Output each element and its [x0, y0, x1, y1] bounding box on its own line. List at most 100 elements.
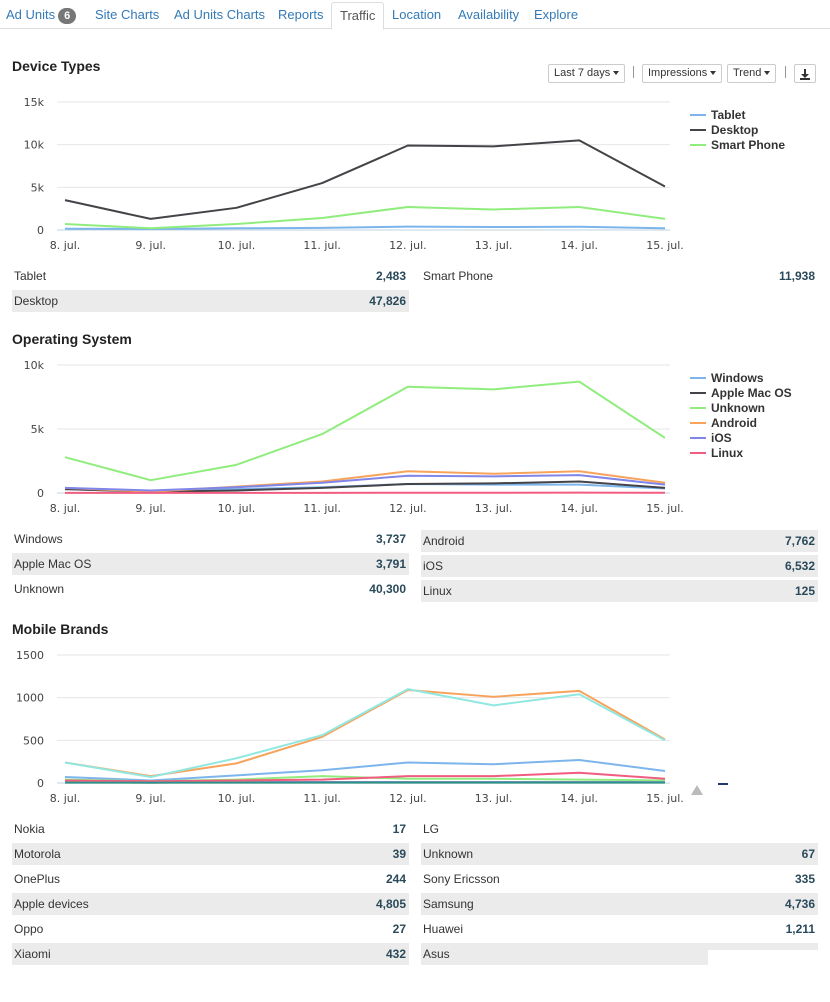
tab-label: Explore	[534, 7, 579, 22]
legend-swatch	[690, 422, 706, 424]
series-line-smart-phone[interactable]	[64, 205, 666, 230]
x-tick-label: 8. jul.	[50, 239, 81, 252]
stat-value: 17	[392, 822, 406, 836]
stat-row: Samsung 4,736	[421, 893, 818, 915]
mode-label: Trend	[733, 67, 762, 79]
tab-label: Ad Units Charts	[174, 7, 266, 22]
series-line-unknown[interactable]	[64, 380, 666, 482]
y-tick-label: 5k	[31, 423, 45, 436]
tab-ad-units[interactable]: Ad Units 6	[6, 7, 77, 24]
stat-name: Sony Ericsson	[423, 872, 500, 886]
x-tick-label: 9. jul.	[135, 239, 166, 252]
stat-value: 39	[392, 847, 406, 861]
x-tick-label: 12. jul.	[389, 502, 427, 515]
legend-swatch	[690, 392, 706, 394]
stat-value: 4,805	[375, 897, 406, 911]
tab-explore[interactable]: Explore	[534, 7, 578, 22]
legend-label: Unknown	[711, 401, 765, 415]
stat-value: 67	[801, 847, 815, 861]
mobile-brands-chart: 0 500 1000 1500 8. jul. 9. jul. 10. jul. 11. ju…	[16, 649, 684, 805]
series-line-apple-devices[interactable]	[64, 688, 666, 778]
tab-label: Availability	[458, 7, 520, 22]
legend-up-arrow-icon	[691, 785, 703, 795]
stat-row: Nokia 17	[12, 818, 409, 840]
x-tick-label: 11. jul.	[303, 239, 341, 252]
x-tick-label: 12. jul.	[389, 792, 427, 805]
period-dropdown[interactable]: Last 7 days	[548, 64, 626, 83]
stat-name: Motorola	[14, 847, 61, 861]
tab-availability[interactable]: Availability	[458, 7, 519, 22]
legend-label: Linux	[711, 446, 743, 460]
series-line-nokia[interactable]	[64, 758, 666, 782]
y-tick-label: 1000	[16, 692, 44, 705]
separator	[633, 66, 634, 78]
tab-ad-units-charts[interactable]: Ad Units Charts	[174, 7, 265, 22]
y-tick-label: 1500	[16, 649, 44, 662]
tab-location[interactable]: Location	[392, 7, 441, 22]
legend-label: Android	[711, 416, 757, 430]
stat-row: Tablet 2,483	[12, 265, 409, 287]
stat-value: 3,791	[375, 557, 406, 571]
stat-row: Apple Mac OS 3,791	[12, 553, 409, 575]
stat-row: LG	[421, 818, 818, 840]
mode-dropdown[interactable]: Trend	[727, 64, 777, 83]
y-tick-label: 0	[37, 487, 44, 500]
stat-name: Android	[423, 534, 465, 548]
stat-name: iOS	[423, 559, 444, 573]
stat-name: Samsung	[423, 897, 474, 911]
stat-row: iOS 6,532	[421, 555, 818, 577]
x-tick-label: 15. jul.	[646, 792, 684, 805]
tab-traffic[interactable]: Traffic	[331, 2, 385, 30]
download-button[interactable]	[794, 64, 816, 83]
series-line-desktop[interactable]	[64, 139, 666, 220]
blank-area	[708, 950, 830, 970]
series-line-tablet[interactable]	[64, 225, 666, 230]
stat-name: Tablet	[14, 269, 47, 283]
stat-value: 335	[794, 872, 815, 886]
x-tick-label: 10. jul.	[218, 502, 256, 515]
stat-name: Xiaomi	[14, 947, 51, 961]
x-tick-label: 8. jul.	[50, 502, 81, 515]
section-title-operating-system: Operating System	[12, 331, 132, 347]
stat-name: Smart Phone	[423, 269, 494, 283]
tab-bar: Ad Units 6 Site Charts Ad Units Charts Re…	[0, 0, 830, 30]
legend-swatch	[690, 452, 706, 454]
separator	[785, 66, 786, 78]
stat-row: Unknown 67	[421, 843, 818, 865]
stat-name: Linux	[423, 584, 452, 598]
stat-value: 125	[794, 584, 815, 598]
series-line-xiaomi[interactable]	[64, 771, 666, 783]
x-tick-label: 15. jul.	[646, 239, 684, 252]
legend-label: Windows	[711, 371, 764, 385]
count-badge: 6	[58, 8, 77, 24]
legend-swatch	[690, 437, 706, 439]
x-tick-label: 13. jul.	[475, 502, 513, 515]
y-tick-label: 5k	[31, 181, 45, 194]
stat-name: Unknown	[14, 582, 65, 596]
stat-name: Oppo	[14, 922, 44, 936]
stat-row: Sony Ericsson 335	[421, 868, 818, 890]
x-tick-label: 9. jul.	[135, 502, 166, 515]
series-line-series[interactable]	[64, 688, 666, 779]
x-tick-label: 10. jul.	[218, 239, 256, 252]
operating-system-chart: 0 5k 10k 8. jul. 9. jul. 10. jul. 11. jul. 12. …	[24, 359, 684, 515]
legend-pager[interactable]	[688, 783, 738, 797]
stat-value: 2,483	[375, 269, 406, 283]
tab-reports[interactable]: Reports	[278, 7, 324, 22]
x-tick-label: 14. jul.	[560, 502, 598, 515]
y-tick-label: 500	[23, 734, 44, 747]
stat-row: Android 7,762	[421, 530, 818, 552]
stat-name: Nokia	[14, 822, 45, 836]
x-tick-label: 11. jul.	[303, 792, 341, 805]
series-line-ios[interactable]	[64, 474, 666, 492]
caret-down-icon	[710, 71, 717, 76]
stat-value: 27	[392, 922, 406, 936]
legend-label: iOS	[711, 431, 732, 445]
metric-dropdown[interactable]: Impressions	[642, 64, 723, 83]
stat-name: Huawei	[423, 922, 464, 936]
stat-row: Desktop 47,826	[12, 290, 409, 312]
tab-site-charts[interactable]: Site Charts	[95, 7, 159, 22]
period-label: Last 7 days	[554, 67, 611, 79]
stat-value: 1,211	[785, 922, 815, 936]
stat-name: OnePlus	[14, 872, 61, 886]
